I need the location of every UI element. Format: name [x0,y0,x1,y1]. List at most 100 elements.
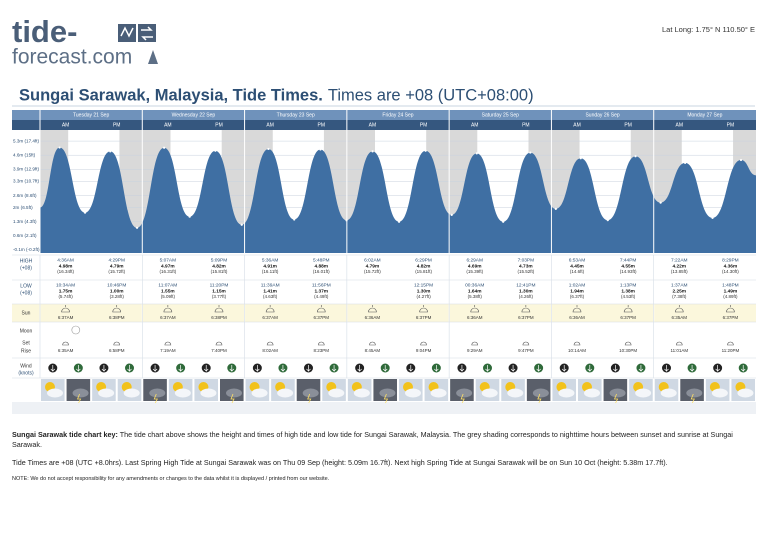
row-label: HIGH [20,258,33,264]
moonset-time: 9:29AM [467,348,483,353]
tide-point [58,146,61,149]
row-label: (knots) [18,370,34,376]
moonrise-time: 7:40PM [211,348,227,353]
page-title: Sungai Sarawak, Malaysia, Tide Times. [19,86,323,104]
wind-arrow [434,365,439,372]
moonset-icon [675,341,683,346]
sunset-time: 6:37PM [518,315,534,320]
wind-arrow [255,365,260,372]
sunset-time: 6:37PM [620,315,636,320]
low-tide-height: 1.15m [212,288,226,294]
high-tide-time: 7:44PM [620,257,637,263]
high-tide-time: 6:53AM [569,257,586,263]
weather-bolt [307,393,312,404]
tide-point [659,201,662,204]
wind-arrow [331,365,337,372]
ampm-band [12,120,756,130]
low-tide-feet: (4.89ft) [723,294,738,299]
tide-point [739,158,743,162]
high-tide-height: 4.82m [212,263,226,269]
low-tide-height: 1.75m [59,288,73,294]
moonrise-icon [317,341,325,346]
sunrise-time: 6:36AM [569,315,585,320]
low-tide-height: 1.30m [519,288,533,294]
wind-arrow [561,365,567,372]
weather-cloud [405,388,421,398]
low-tide-feet: (4.49ft) [314,294,329,299]
weather-cloud [251,388,268,398]
sunrise-icon [470,305,480,313]
low-tide-height: 1.30m [417,288,431,294]
y-tick-label: 5.3m (17.4ft) [13,138,40,143]
low-tide-feet: (5.74ft) [58,294,73,299]
weather-bolt [153,393,158,404]
sunset-icon [419,305,428,313]
lat-long: Lat Long: 1.75° N 110.50° E [662,25,755,34]
weather-row-bg [12,402,756,414]
low-tide-height: 2.25m [672,288,686,294]
pm-label: PM [624,122,632,128]
low-tide-feet: (4.63ft) [263,294,278,299]
row-label: Sun [22,310,31,316]
weather-cloud [737,388,754,398]
low-tide-height: 1.64m [468,288,482,294]
weather-cloud [507,388,524,398]
weather-bolt [690,393,695,404]
weather-bolt [613,393,619,404]
low-tide-feet: (7.38ft) [672,294,687,299]
row-label: LOW [20,283,32,289]
sunrise-time: 6:36AM [467,315,483,320]
high-tide-feet: (16.34ft) [57,269,74,274]
day-name: Sunday 26 Sep [585,112,619,118]
high-tide-feet: (15.72ft) [364,269,381,274]
high-tide-feet: (14.93ft) [620,269,637,274]
weather-bolt [383,393,389,404]
weather-cloud [174,388,191,398]
sunrise-icon [163,305,173,313]
wind-arrow [203,365,209,372]
moonrise-icon [727,341,734,346]
moon-phase [71,325,81,335]
weather-cloud [98,388,115,398]
tide-point [371,150,374,153]
weather-cloud [328,388,345,398]
weather-cloud [302,388,319,398]
day-header-band [12,110,756,120]
low-tide-time: 00:36AM [465,282,484,288]
wind-arrow [740,365,746,372]
weather-bolt [230,393,235,404]
moonset-time: 7:19AM [160,348,176,353]
tide-point [450,213,453,216]
low-tide-time: 11:20PM [210,282,229,288]
moonrise-icon [113,341,121,346]
high-tide-height: 4.79m [366,263,380,269]
y-tick-label: 3.3m (10.7ft) [13,179,40,184]
sunset-icon [521,305,531,313]
wind-arrow [178,365,183,372]
weather-cloud [277,388,294,398]
moonset-time: 8:02AM [262,348,278,353]
pm-label: PM [727,122,735,128]
high-tide-height: 4.22m [672,263,686,269]
high-tide-time: 5:36AM [262,257,279,263]
weather-cloud [481,388,498,398]
y-tick-label: 2.6m (8.6ft) [13,193,37,198]
tide-point [214,149,217,152]
weather-cloud [72,388,89,398]
wind-arrow [152,365,158,372]
wind-arrow [459,365,465,372]
weather-cloud [558,388,575,398]
row-label: Wind [20,363,32,369]
moonset-time: 6:35AM [58,348,74,353]
wind-arrow [715,365,720,372]
tide-point [83,211,87,214]
sunset-icon [623,305,633,313]
tide-point [397,220,401,223]
day-name: Friday 24 Sep [382,112,413,118]
weather-cloud [200,388,217,398]
moonset-icon [471,341,479,346]
weather-cloud [456,388,473,398]
high-tide-feet: (14.6ft) [570,269,585,274]
logo-arrows [141,26,153,41]
